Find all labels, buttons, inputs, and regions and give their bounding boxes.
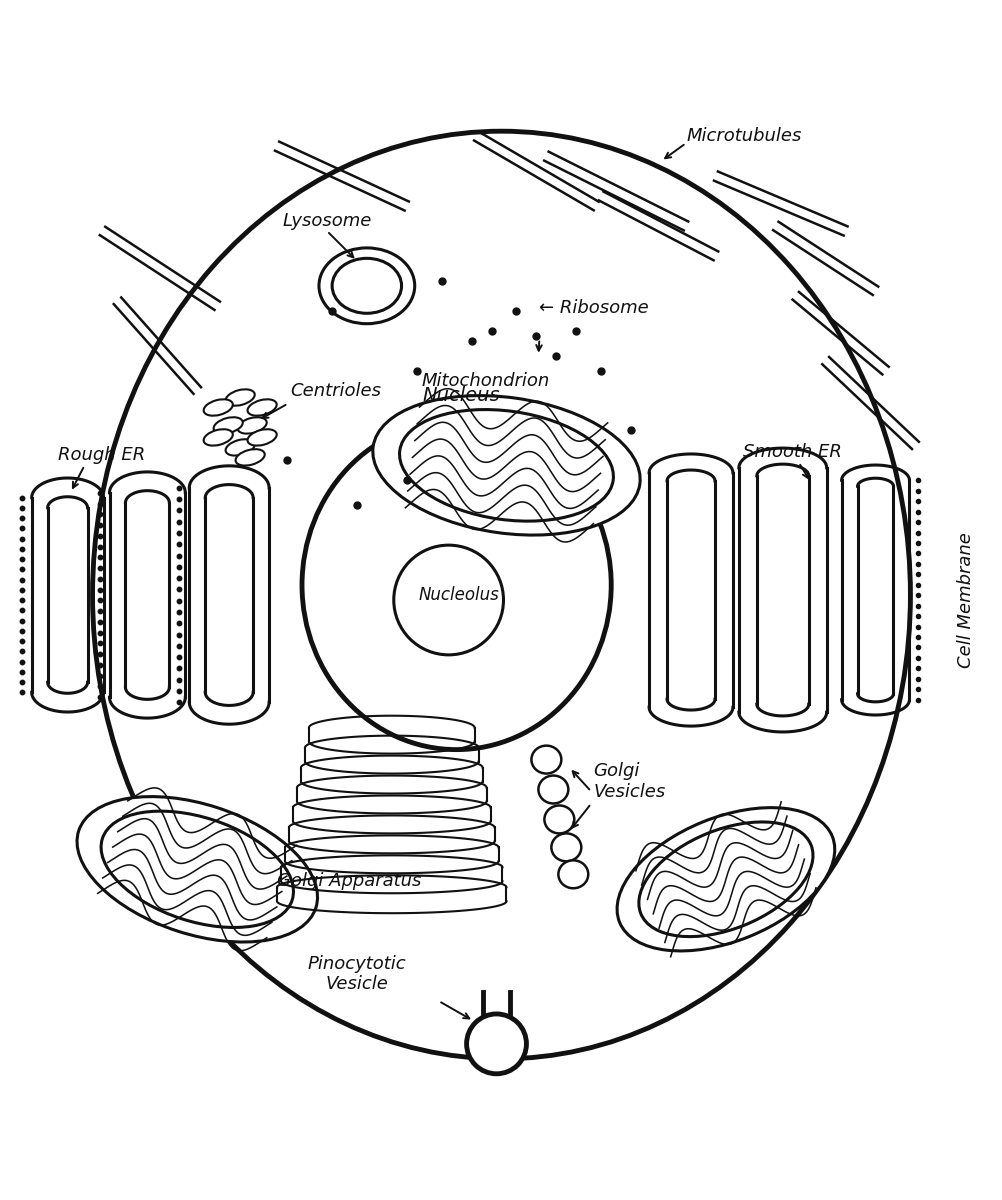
Ellipse shape (319, 248, 414, 324)
Ellipse shape (235, 449, 265, 466)
Text: Pinocytotic
Vesicle: Pinocytotic Vesicle (308, 955, 406, 994)
Ellipse shape (92, 131, 910, 1058)
Text: Smooth ER: Smooth ER (742, 443, 841, 461)
Text: ← Ribosome: ← Ribosome (539, 299, 648, 317)
Ellipse shape (466, 1014, 526, 1074)
Ellipse shape (203, 400, 232, 415)
Ellipse shape (638, 822, 813, 937)
Ellipse shape (394, 545, 503, 655)
Text: Rough ER: Rough ER (57, 446, 144, 464)
Text: Nucleolus: Nucleolus (418, 586, 498, 604)
Ellipse shape (399, 409, 613, 521)
Ellipse shape (302, 420, 610, 750)
Ellipse shape (225, 439, 255, 456)
Ellipse shape (237, 418, 267, 433)
Text: Mitochondrion: Mitochondrion (421, 372, 549, 390)
Text: Microtubules: Microtubules (685, 127, 801, 145)
Ellipse shape (544, 805, 574, 834)
Text: Golgi
Vesicles: Golgi Vesicles (592, 762, 665, 800)
Ellipse shape (531, 745, 561, 774)
Text: Lysosome: Lysosome (282, 212, 371, 230)
Ellipse shape (247, 430, 277, 445)
Ellipse shape (213, 418, 242, 433)
Ellipse shape (616, 808, 834, 950)
Text: Cell Membrane: Cell Membrane (956, 532, 974, 668)
Ellipse shape (225, 389, 255, 406)
Text: Centrioles: Centrioles (290, 382, 381, 400)
Ellipse shape (203, 430, 232, 445)
Ellipse shape (101, 811, 294, 928)
Ellipse shape (77, 797, 318, 942)
Ellipse shape (373, 396, 639, 535)
Text: Nucleus: Nucleus (423, 386, 500, 406)
Ellipse shape (332, 258, 401, 313)
Ellipse shape (558, 860, 588, 888)
Text: Golgi Apparatus: Golgi Apparatus (277, 872, 421, 890)
Ellipse shape (247, 400, 277, 415)
Ellipse shape (551, 834, 581, 862)
Ellipse shape (538, 775, 568, 804)
